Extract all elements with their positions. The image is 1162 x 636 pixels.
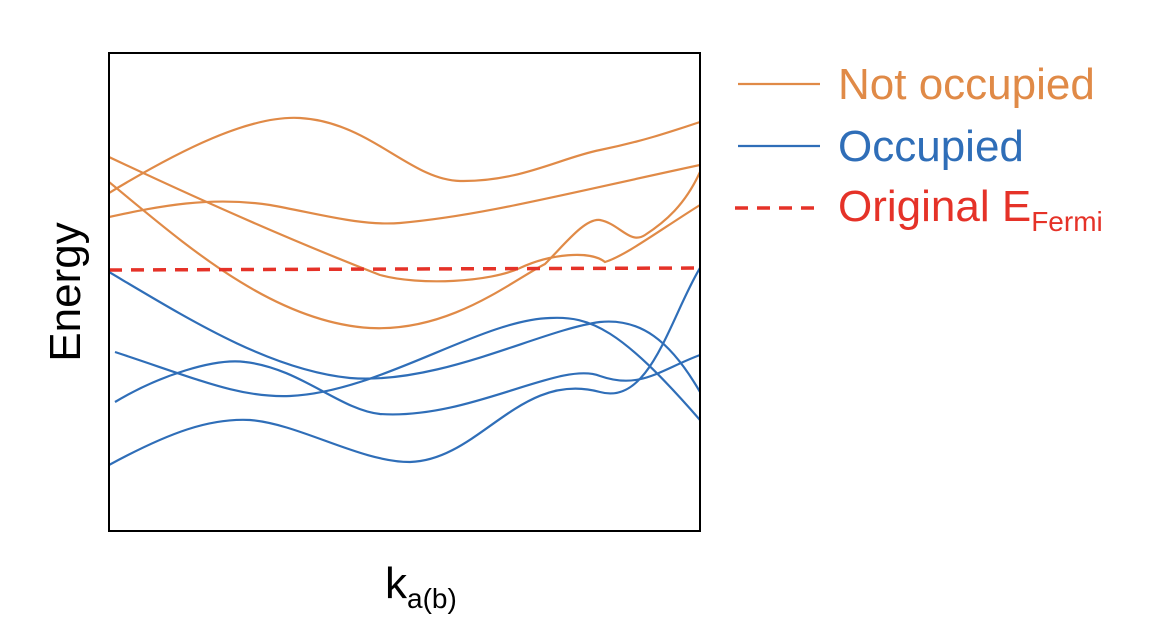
not-occupied-band-1 bbox=[109, 116, 700, 194]
occupied-bands bbox=[109, 267, 700, 466]
not-occupied-band-2 bbox=[109, 163, 700, 225]
not-occupied-bands bbox=[109, 116, 700, 330]
occupied-band-1 bbox=[109, 271, 700, 393]
x-axis-label-sub: a(b) bbox=[407, 583, 457, 614]
legend-label-not-occupied: Not occupied bbox=[838, 60, 1095, 109]
x-axis-label: ka(b) bbox=[385, 559, 457, 614]
legend-label-fermi-main: Original E bbox=[838, 182, 1031, 231]
legend-label-occupied: Occupied bbox=[838, 122, 1024, 171]
not-occupied-band-3 bbox=[109, 156, 700, 283]
legend: Not occupied Occupied Original EFermi bbox=[735, 60, 1103, 237]
x-axis-label-main: k bbox=[385, 559, 408, 608]
legend-label-fermi: Original EFermi bbox=[838, 182, 1103, 237]
occupied-band-2 bbox=[114, 316, 700, 421]
fermi-level-line bbox=[108, 266, 701, 272]
legend-label-fermi-sub: Fermi bbox=[1031, 206, 1103, 237]
plot-frame bbox=[108, 52, 701, 532]
occupied-band-4 bbox=[109, 267, 700, 466]
occupied-band-3 bbox=[114, 353, 700, 416]
not-occupied-band-4 bbox=[109, 171, 700, 330]
y-axis-label: Energy bbox=[41, 222, 90, 361]
